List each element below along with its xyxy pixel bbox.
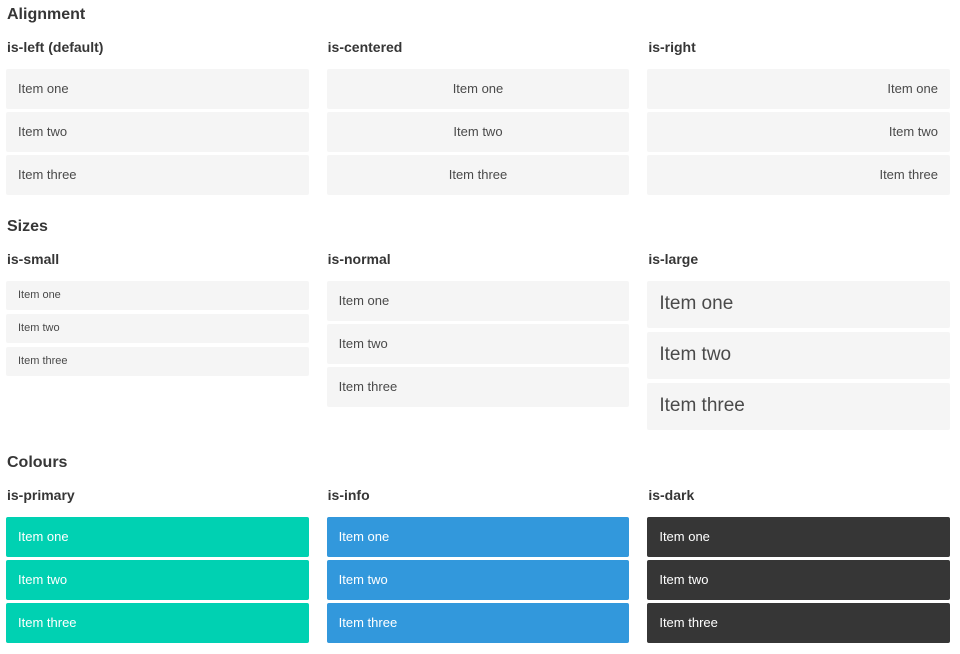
list-item[interactable]: Item two [6,313,309,343]
group-is-primary: is-primary Item one Item two Item three [6,487,309,646]
group-label-is-small: is-small [7,251,60,268]
list-item[interactable]: Item two [326,111,630,152]
group-label-is-info: is-info [327,487,370,504]
list-info: Item one Item two Item three [326,516,630,643]
list-item[interactable]: Item two [6,559,309,600]
group-label-is-normal: is-normal [327,251,391,268]
list-item[interactable]: Item three [326,154,630,195]
list-item[interactable]: Item two [326,323,630,364]
list-item[interactable]: Item one [326,280,630,321]
section-alignment: Alignment is-left (default) Item one Ite… [6,5,950,198]
group-label-is-large: is-large [648,251,699,268]
list-item[interactable]: Item three [6,602,309,643]
list-item[interactable]: Item two [326,559,630,600]
group-is-large: is-large Item one Item two Item three [647,251,950,434]
list-item[interactable]: Item three [6,346,309,376]
section-title-colours: Colours [7,453,68,471]
list-item[interactable]: Item three [326,602,630,643]
list-item[interactable]: Item three [647,154,950,195]
list-item[interactable]: Item one [326,68,630,109]
list-item[interactable]: Item one [647,516,950,557]
group-is-left: is-left (default) Item one Item two Item… [6,39,309,198]
group-label-is-dark: is-dark [648,487,695,504]
list-item[interactable]: Item one [6,516,309,557]
group-is-dark: is-dark Item one Item two Item three [647,487,950,646]
list-item[interactable]: Item one [326,516,630,557]
list-large: Item one Item two Item three [647,280,950,430]
list-item[interactable]: Item one [6,68,309,109]
list-right-aligned: Item one Item two Item three [647,68,950,195]
group-is-centered: is-centered Item one Item two Item three [326,39,630,198]
list-item[interactable]: Item two [647,111,950,152]
group-is-small: is-small Item one Item two Item three [6,251,309,434]
list-item[interactable]: Item three [647,602,950,643]
group-label-is-right: is-right [648,39,696,56]
sizes-grid: is-small Item one Item two Item three is… [6,251,950,434]
list-item[interactable]: Item two [647,559,950,600]
list-item[interactable]: Item three [6,154,309,195]
section-colours: Colours is-primary Item one Item two Ite… [6,453,950,646]
list-item[interactable]: Item three [326,366,630,407]
list-item[interactable]: Item two [647,331,950,379]
alignment-grid: is-left (default) Item one Item two Item… [6,39,950,198]
list-item[interactable]: Item one [647,280,950,328]
group-is-right: is-right Item one Item two Item three [647,39,950,198]
section-title-sizes: Sizes [7,217,48,235]
list-item[interactable]: Item two [6,111,309,152]
list-left-aligned: Item one Item two Item three [6,68,309,195]
list-dark: Item one Item two Item three [647,516,950,643]
colours-grid: is-primary Item one Item two Item three … [6,487,950,646]
list-small: Item one Item two Item three [6,280,309,376]
list-item[interactable]: Item one [647,68,950,109]
list-primary: Item one Item two Item three [6,516,309,643]
group-label-is-centered: is-centered [327,39,403,56]
section-sizes: Sizes is-small Item one Item two Item th… [6,217,950,434]
group-is-info: is-info Item one Item two Item three [326,487,630,646]
list-center-aligned: Item one Item two Item three [326,68,630,195]
group-is-normal: is-normal Item one Item two Item three [326,251,630,434]
list-item[interactable]: Item one [6,280,309,310]
list-item[interactable]: Item three [647,382,950,430]
group-label-is-left: is-left (default) [7,39,104,56]
section-title-alignment: Alignment [7,6,86,23]
group-label-is-primary: is-primary [7,487,75,504]
list-normal: Item one Item two Item three [326,280,630,407]
